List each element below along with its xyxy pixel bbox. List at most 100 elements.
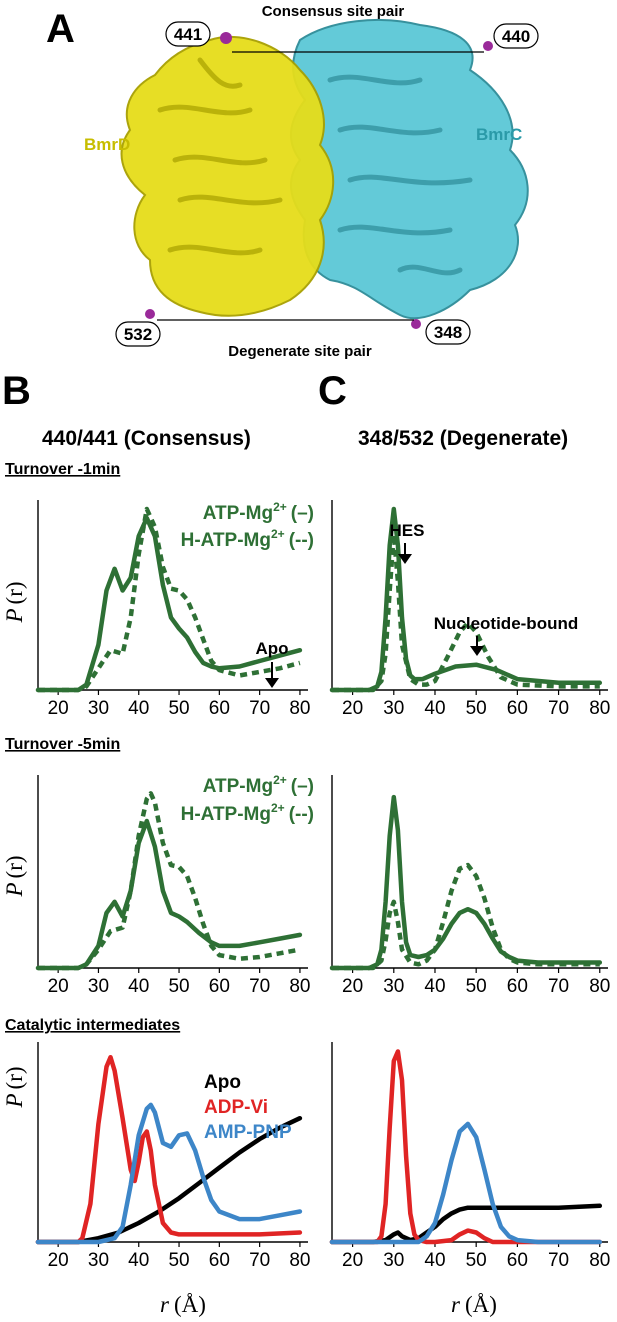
panel-a-letter: A	[46, 7, 75, 51]
x-tick-label: 50	[466, 976, 487, 997]
x-tick-label: 40	[424, 976, 445, 997]
consensus-site-label: Consensus site pair	[262, 3, 405, 20]
svg-text:Apo: Apo	[255, 639, 288, 658]
site-badge-532: 532	[115, 321, 161, 347]
panel-c-letter: C	[318, 369, 347, 413]
ylabel-b1: P(r)	[2, 581, 27, 623]
series-line-atp-mg2-	[329, 506, 603, 693]
series-line-amp-pnp	[35, 1102, 303, 1245]
x-tick-label: 50	[466, 698, 487, 719]
x-tick-label: 40	[128, 976, 149, 997]
series-line-amp-pnp	[329, 1121, 603, 1245]
x-tick-label: 80	[589, 698, 610, 719]
series-line-adp-vi	[35, 1054, 303, 1245]
series-line-h-atp-mg2-	[332, 532, 600, 693]
chart-b-catalytic: 20 30 40 50 60 70 80	[35, 1042, 311, 1271]
chart-b-turnover-5min: 20 30 40 50 60 70 80	[35, 775, 311, 997]
svg-text:r(Å): r (Å)	[160, 1292, 206, 1317]
x-tick-label: 70	[249, 698, 270, 719]
x-tick-label: 40	[128, 698, 149, 719]
bmrd-structure	[120, 35, 335, 317]
xlabel-b3: r (Å)	[160, 1292, 206, 1317]
annotation-nucleotide-bound: Nucleotide-bound	[434, 614, 578, 656]
x-tick-label: 40	[424, 698, 445, 719]
degenerate-site-label: Degenerate site pair	[228, 343, 372, 360]
legend-hatp-entry: H-ATP-Mg2+ (--)	[181, 801, 314, 825]
x-tick-label: 80	[589, 976, 610, 997]
x-tick-label: 20	[48, 976, 69, 997]
panel-c-header: 348/532 (Degenerate)	[358, 427, 568, 450]
series-line-adp-vi	[329, 1049, 603, 1245]
x-tick-label: 60	[209, 976, 230, 997]
ylabel-b3: P(r)	[2, 1066, 27, 1108]
site-badge-348: 348	[425, 319, 471, 345]
svg-text:P(r): P(r)	[2, 1066, 27, 1108]
x-tick-label: 40	[424, 1250, 445, 1271]
x-tick-label: 50	[168, 1250, 189, 1271]
svg-text:Nucleotide-bound: Nucleotide-bound	[434, 614, 578, 633]
spin-label-440	[483, 41, 493, 51]
x-tick-label: 20	[342, 1250, 363, 1271]
x-tick-label: 70	[249, 976, 270, 997]
chain-label-bmrc: BmrC	[476, 125, 522, 144]
x-tick-label: 80	[289, 976, 310, 997]
x-tick-label: 50	[466, 1250, 487, 1271]
legend-apo: Apo	[204, 1072, 241, 1093]
chart-b-turnover-1min: 20 30 40 50 60 70 80	[35, 500, 311, 719]
svg-text:P(r): P(r)	[2, 855, 27, 897]
x-tick-label: 70	[548, 698, 569, 719]
x-tick-label: 70	[548, 976, 569, 997]
legend-b1: ATP-Mg2+ (–) H-ATP-Mg2+ (--)	[181, 500, 314, 551]
series-line-h-atp-mg2-	[332, 862, 600, 971]
legend-adpvi: ADP-Vi	[204, 1097, 268, 1118]
x-tick-label: 30	[383, 1250, 404, 1271]
series-line-apo	[329, 1203, 603, 1245]
x-tick-label: 20	[342, 976, 363, 997]
panel-b-header: 440/441 (Consensus)	[42, 427, 251, 450]
legend-b3: Apo ADP-Vi AMP-PNP	[204, 1072, 292, 1143]
x-tick-label: 70	[249, 1250, 270, 1271]
xlabel-c3: r (Å)	[451, 1292, 497, 1317]
site-badge-440: 440	[493, 23, 539, 49]
legend-amppnp: AMP-PNP	[204, 1122, 292, 1143]
x-tick-label: 30	[88, 1250, 109, 1271]
section-turnover-5min: Turnover -5min	[5, 736, 120, 753]
svg-text:348: 348	[434, 323, 462, 342]
x-tick-label: 60	[507, 976, 528, 997]
x-tick-label: 60	[209, 1250, 230, 1271]
legend-hatp-entry: H-ATP-Mg2+ (--)	[181, 527, 314, 551]
series-line-h-atp-mg2-	[38, 506, 301, 693]
legend-atp-entry: ATP-Mg2+ (–)	[203, 500, 314, 524]
svg-text:P(r): P(r)	[2, 581, 27, 623]
svg-text:r(Å): r (Å)	[451, 1292, 497, 1317]
chart-c-turnover-1min: 20 30 40 50 60 70 80	[329, 500, 610, 719]
x-tick-label: 60	[209, 698, 230, 719]
ylabel-b2: P(r)	[2, 855, 27, 897]
spin-label-348	[411, 319, 421, 329]
x-tick-label: 20	[342, 698, 363, 719]
spin-label-532	[145, 309, 155, 319]
svg-text:532: 532	[124, 325, 152, 344]
site-badge-441: 441	[165, 21, 211, 47]
series-line-h-atp-mg2-	[38, 791, 301, 971]
x-tick-label: 80	[289, 1250, 310, 1271]
section-catalytic-intermediates: Catalytic intermediates	[5, 1017, 180, 1034]
section-turnover-1min: Turnover -1min	[5, 461, 120, 478]
chart-c-turnover-5min: 20 30 40 50 60 70 80	[329, 775, 610, 997]
chain-label-bmrd: BmrD	[84, 135, 130, 154]
x-tick-label: 30	[383, 976, 404, 997]
x-tick-label: 40	[128, 1250, 149, 1271]
legend-b2: ATP-Mg2+ (–) H-ATP-Mg2+ (--)	[181, 773, 314, 825]
x-tick-label: 30	[88, 976, 109, 997]
series-line-atp-mg2-	[329, 794, 603, 971]
x-tick-label: 20	[48, 698, 69, 719]
panel-b-letter: B	[2, 369, 31, 413]
x-tick-label: 50	[168, 698, 189, 719]
x-tick-label: 60	[507, 1250, 528, 1271]
svg-text:441: 441	[174, 25, 202, 44]
protein-structure	[120, 19, 529, 329]
x-tick-label: 80	[289, 698, 310, 719]
legend-atp-entry: ATP-Mg2+ (–)	[203, 773, 314, 797]
annotation-hes: HES	[390, 521, 424, 564]
